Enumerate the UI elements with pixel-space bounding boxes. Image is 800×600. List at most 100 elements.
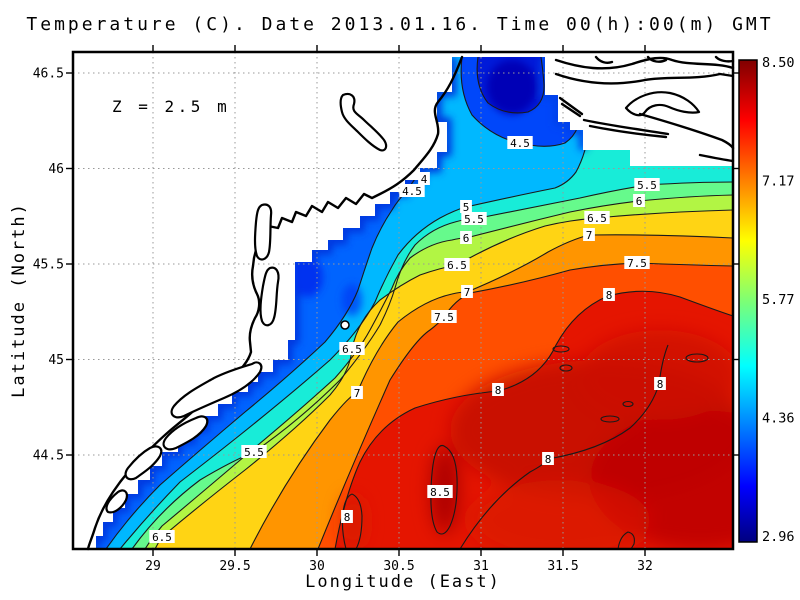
contour-label-text: 8 bbox=[545, 453, 552, 466]
contour-label-box bbox=[339, 342, 365, 355]
contour-label-box bbox=[341, 510, 353, 523]
contour-label-box bbox=[351, 386, 363, 399]
top-edge-coast-bits bbox=[594, 55, 735, 64]
contour-label: 8 bbox=[341, 510, 353, 524]
contour-label-text: 8 bbox=[606, 289, 613, 302]
station-marker bbox=[340, 320, 350, 330]
contour-label-box bbox=[492, 383, 504, 396]
warm-core-shading bbox=[342, 330, 733, 549]
colorbar-tick-label: 7.17 bbox=[762, 174, 795, 190]
colorbar-tick-label: 5.77 bbox=[762, 292, 795, 308]
contour-label: 7 bbox=[461, 285, 473, 299]
y-tick-label: 44.5 bbox=[33, 449, 64, 464]
contour-label: 5.5 bbox=[241, 445, 267, 459]
contour-label-box bbox=[624, 256, 650, 269]
x-tick-label: 32 bbox=[637, 559, 653, 574]
contour-label: 8 bbox=[542, 452, 554, 466]
contour-label-text: 6 bbox=[463, 232, 470, 245]
y-tick-label: 46.5 bbox=[33, 67, 64, 82]
contour-label-box bbox=[460, 200, 472, 213]
contour-label-text: 8.5 bbox=[430, 486, 450, 499]
coastline bbox=[86, 55, 735, 551]
contour-label-box bbox=[444, 258, 470, 271]
contour-label-box bbox=[461, 212, 487, 225]
plot-title: Temperature (C). Date 2013.01.16. Time 0… bbox=[26, 14, 773, 35]
contour-label-box bbox=[584, 211, 610, 224]
contour-label-text: 6.5 bbox=[342, 343, 362, 356]
contour-label: 6 bbox=[633, 194, 645, 208]
contour-label-text: 7.5 bbox=[434, 311, 454, 324]
contour-label-text: 6 bbox=[636, 195, 643, 208]
x-tick-label: 31.5 bbox=[547, 559, 578, 574]
contour-label-text: 5.5 bbox=[464, 213, 484, 226]
contour-label-text: 4.5 bbox=[510, 137, 530, 150]
contour-label: 5 bbox=[460, 200, 472, 214]
y-tick-label: 46 bbox=[48, 162, 64, 177]
colorbar-tick-label: 8.50 bbox=[762, 55, 795, 71]
contour-label: 5.5 bbox=[461, 212, 487, 226]
contour-label: 4.5 bbox=[507, 136, 533, 150]
north-coast-line-1 bbox=[554, 56, 735, 70]
contour-label-text: 6.5 bbox=[587, 212, 607, 225]
contour-label: 5.5 bbox=[634, 178, 660, 192]
colorbar-tick-label: 4.36 bbox=[762, 411, 795, 427]
contour-label-text: 4.5 bbox=[402, 185, 422, 198]
x-tick-label: 29.5 bbox=[219, 559, 250, 574]
contour-label-box bbox=[634, 178, 660, 191]
contour-label-text: 6.5 bbox=[447, 259, 467, 272]
contour-label-box bbox=[507, 136, 533, 149]
contour-label: 4 bbox=[418, 172, 430, 186]
estuary-hook bbox=[624, 91, 701, 117]
contour-label-box bbox=[431, 310, 457, 323]
contour-label-text: 7 bbox=[464, 286, 471, 299]
north-coast-line-4 bbox=[698, 153, 735, 163]
x-tick-label: 30.5 bbox=[383, 559, 414, 574]
lagoon-1 bbox=[170, 361, 263, 419]
contour-label-text: 7 bbox=[354, 387, 361, 400]
depth-annotation: Z = 2.5 m bbox=[112, 97, 230, 116]
colorbar-tick-labels: 8.50 7.17 5.77 4.36 2.96 bbox=[762, 55, 795, 545]
contour-label-box bbox=[542, 452, 554, 465]
north-coast-line-3 bbox=[638, 112, 735, 150]
x-tick-label: 29 bbox=[145, 559, 161, 574]
contour-label-text: 8 bbox=[495, 384, 502, 397]
contour-label-text: 4 bbox=[421, 173, 428, 186]
liman-lake-2 bbox=[259, 266, 280, 327]
contour-label-box bbox=[603, 288, 615, 301]
contour-label-box bbox=[241, 445, 267, 458]
axis-ticks bbox=[66, 45, 740, 556]
contour-label: 8 bbox=[492, 383, 504, 397]
axis-tick-labels: 29 29.5 30 30.5 31 31.5 32 46.5 46 45.5 4 5 44.5 bbox=[33, 67, 653, 575]
x-axis-label: Longitude (East) bbox=[305, 572, 501, 592]
contour-label-box bbox=[654, 377, 666, 390]
y-tick-label: 45.5 bbox=[33, 258, 64, 273]
contour-label: 6.5 bbox=[339, 342, 365, 356]
contour-label: 8 bbox=[603, 288, 615, 302]
contour-labels: 44.54.555.55.55.5666.56.56.56.57777.57.5… bbox=[149, 136, 666, 544]
lagoon-2 bbox=[162, 415, 209, 451]
contour-label-text: 5.5 bbox=[637, 179, 657, 192]
inland-lake bbox=[339, 92, 388, 152]
contour-label-text: 8 bbox=[657, 378, 664, 391]
contour-label-text: 7.5 bbox=[627, 257, 647, 270]
north-coast-line-2 bbox=[554, 72, 735, 85]
contour-label: 6 bbox=[460, 231, 472, 245]
contour-label: 7.5 bbox=[624, 256, 650, 270]
contour-label: 7 bbox=[583, 228, 595, 242]
x-tick-label: 31 bbox=[473, 559, 489, 574]
contour-label: 7.5 bbox=[431, 310, 457, 324]
contour-label: 8 bbox=[654, 377, 666, 391]
spit-2 bbox=[582, 118, 670, 139]
contour-label: 6.5 bbox=[149, 530, 175, 544]
contour-label-box bbox=[399, 184, 425, 197]
contour-label-text: 7 bbox=[586, 229, 593, 242]
contour-label-box bbox=[427, 485, 453, 498]
contour-label: 7 bbox=[351, 386, 363, 400]
lagoon-3 bbox=[124, 445, 163, 481]
lagoon-4 bbox=[105, 489, 128, 514]
colorbar-tick-label: 2.96 bbox=[762, 529, 795, 545]
liman-lake-1 bbox=[253, 203, 273, 261]
x-tick-label: 30 bbox=[309, 559, 325, 574]
